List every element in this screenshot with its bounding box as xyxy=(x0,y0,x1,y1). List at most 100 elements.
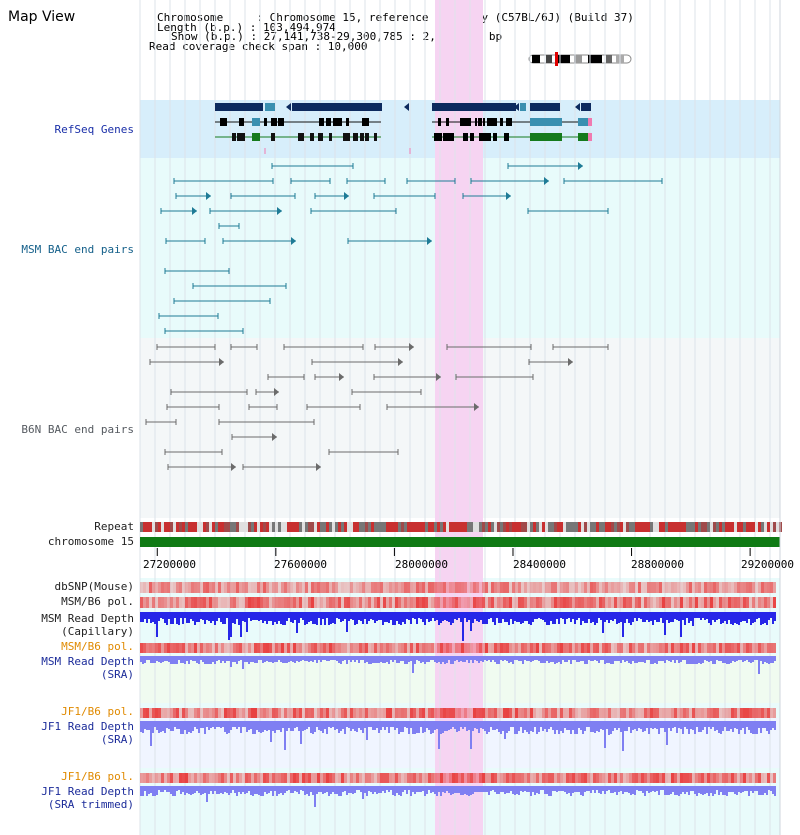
repeat-element xyxy=(350,522,353,532)
jf1-b6-pol-cell xyxy=(431,708,434,718)
jf1-depth-sra-bar xyxy=(290,721,292,731)
track-label-msm-bac[interactable]: MSM BAC end pairs xyxy=(21,243,134,256)
jf1-b6-pol-cell xyxy=(158,708,161,718)
msm-depth-capillary-bar xyxy=(212,612,214,621)
jf1-depth-trimmed-bar xyxy=(702,786,704,795)
jf1-depth-trimmed-bar xyxy=(252,786,254,796)
jf1-b6-pol-2-cell xyxy=(218,773,221,783)
msm-depth-capillary-bar xyxy=(688,612,690,623)
jf1-b6-pol-cell xyxy=(284,708,287,718)
msm-b6-pol-cell xyxy=(197,597,200,608)
jf1-b6-pol-cell xyxy=(260,708,263,718)
msm-depth-sra-bar xyxy=(326,656,328,661)
jf1-b6-pol-cell xyxy=(734,708,737,718)
jf1-b6-pol-cell xyxy=(380,708,383,718)
dbsnp-cell xyxy=(182,582,185,593)
msm-depth-capillary-bar xyxy=(284,612,286,625)
jf1-depth-trimmed-bar xyxy=(348,786,350,793)
msm-b6-pol-cell xyxy=(293,597,296,608)
dbsnp-cell xyxy=(617,582,620,593)
msm-depth-capillary-bar xyxy=(452,612,454,623)
dbsnp-cell xyxy=(440,582,443,593)
repeat-element xyxy=(686,522,689,532)
msm-depth-sra-bar xyxy=(730,656,732,663)
msm-b6-pol-cell xyxy=(749,597,752,608)
repeat-element xyxy=(140,522,143,532)
jf1-depth-sra-bar xyxy=(486,721,488,734)
msm-b6-pol-sra-cell xyxy=(689,643,692,653)
jf1-b6-pol-cell xyxy=(506,708,509,718)
repeat-element xyxy=(722,522,725,532)
msm-b6-pol-sra-cell xyxy=(677,643,680,653)
jf1-depth-sra-bar xyxy=(192,721,194,731)
msm-depth-sra-bar xyxy=(338,656,340,663)
jf1-b6-pol-2-cell xyxy=(269,773,272,783)
jf1-depth-trimmed-bar xyxy=(276,786,278,796)
repeat-element xyxy=(524,522,527,532)
msm-depth-capillary-bar xyxy=(388,612,390,623)
jf1-depth-sra-bar xyxy=(658,721,660,734)
track-label-refseq[interactable]: RefSeq Genes xyxy=(54,123,134,136)
repeat-element xyxy=(143,522,146,532)
msm-b6-pol-sra-cell xyxy=(764,643,767,653)
jf1-b6-pol-2-cell xyxy=(155,773,158,783)
msm-depth-sra-bar xyxy=(736,656,738,661)
msm-depth-capillary-bar xyxy=(248,612,250,618)
jf1-b6-pol-cell xyxy=(215,708,218,718)
msm-depth-sra-bar xyxy=(594,656,596,660)
jf1-b6-pol-2-cell xyxy=(380,773,383,783)
jf1-depth-trimmed-bar xyxy=(478,786,480,792)
jf1-depth-sra-bar xyxy=(506,721,508,733)
jf1-depth-sra-bar xyxy=(704,721,706,727)
msm-depth-sra-bar xyxy=(410,656,412,661)
dbsnp-cell xyxy=(551,582,554,593)
msm-depth-sra-bar xyxy=(572,656,574,660)
jf1-b6-pol-cell xyxy=(740,708,743,718)
dbsnp-cell xyxy=(578,582,581,593)
jf1-depth-trimmed-bar xyxy=(634,786,636,795)
jf1-b6-pol-cell xyxy=(203,708,206,718)
msm-b6-pol-cell xyxy=(545,597,548,608)
jf1-depth-trimmed-bar xyxy=(306,786,308,794)
msm-b6-pol-cell xyxy=(479,597,482,608)
repeat-element xyxy=(188,522,191,532)
jf1-depth-trimmed-bar xyxy=(370,786,372,792)
jf1-b6-pol-2-cell xyxy=(686,773,689,783)
dbsnp-cell xyxy=(164,582,167,593)
jf1-depth-trimmed-bar xyxy=(164,786,166,790)
msm-depth-sra-bar xyxy=(768,656,770,664)
jf1-depth-trimmed-bar xyxy=(160,786,162,792)
jf1-b6-pol-2-cell xyxy=(575,773,578,783)
jf1-depth-trimmed-bar xyxy=(698,786,700,793)
jf1-b6-pol-cell xyxy=(683,708,686,718)
refseq-exon xyxy=(460,118,464,126)
msm-b6-pol-sra-cell xyxy=(662,643,665,653)
jf1-depth-trimmed-bar xyxy=(600,786,602,794)
dbsnp-cell xyxy=(536,582,539,593)
msm-depth-sra-bar xyxy=(334,656,336,660)
jf1-b6-pol-cell xyxy=(146,708,149,718)
jf1-depth-trimmed-bar xyxy=(520,786,522,791)
jf1-b6-pol-cell xyxy=(686,708,689,718)
jf1-b6-pol-2-cell xyxy=(773,773,776,783)
jf1-b6-pol-cell xyxy=(656,708,659,718)
jf1-depth-trimmed-bar xyxy=(322,786,324,794)
msm-b6-pol-cell xyxy=(674,597,677,608)
msm-depth-capillary-bar xyxy=(390,612,392,620)
jf1-b6-pol-2-cell xyxy=(671,773,674,783)
msm-depth-capillary-bar xyxy=(156,612,158,637)
msm-b6-pol-cell xyxy=(680,597,683,608)
refseq-exon xyxy=(504,133,509,141)
msm-b6-pol-sra-cell xyxy=(188,643,191,653)
dbsnp-cell xyxy=(170,582,173,593)
jf1-b6-pol-2-cell xyxy=(140,773,143,783)
dbsnp-cell xyxy=(227,582,230,593)
refseq-gene xyxy=(520,103,526,111)
jf1-b6-pol-2-cell xyxy=(539,773,542,783)
repeat-element xyxy=(758,522,761,532)
jf1-depth-trimmed-bar xyxy=(454,786,456,793)
jf1-b6-pol-2-cell xyxy=(644,773,647,783)
track-label-b6n-bac[interactable]: B6N BAC end pairs xyxy=(21,423,134,436)
msm-depth-capillary-bar xyxy=(164,612,166,623)
